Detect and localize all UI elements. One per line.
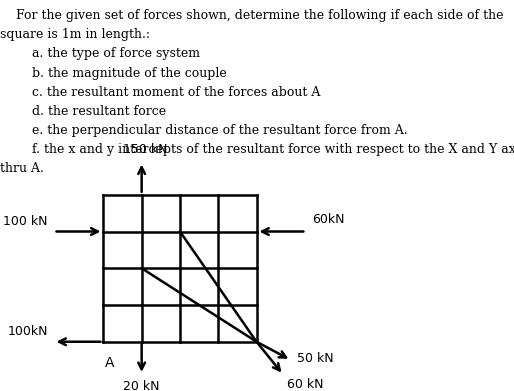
Text: thru A.: thru A. bbox=[0, 162, 44, 175]
Text: 100 kN: 100 kN bbox=[4, 215, 48, 228]
Text: For the given set of forces shown, determine the following if each side of the: For the given set of forces shown, deter… bbox=[0, 9, 504, 22]
Text: 60 kN: 60 kN bbox=[287, 378, 324, 391]
Text: a. the type of force system: a. the type of force system bbox=[0, 47, 200, 60]
Text: d. the resultant force: d. the resultant force bbox=[0, 105, 166, 118]
Text: 60kN: 60kN bbox=[312, 213, 344, 226]
Text: square is 1m in length.:: square is 1m in length.: bbox=[0, 28, 150, 41]
Text: 150 kN: 150 kN bbox=[123, 143, 168, 156]
Text: b. the magnitude of the couple: b. the magnitude of the couple bbox=[0, 66, 227, 79]
Text: 20 kN: 20 kN bbox=[123, 380, 160, 391]
Text: 100kN: 100kN bbox=[7, 325, 48, 338]
Text: 50 kN: 50 kN bbox=[297, 352, 334, 365]
Text: A: A bbox=[105, 357, 115, 370]
Text: c. the resultant moment of the forces about A: c. the resultant moment of the forces ab… bbox=[0, 86, 320, 99]
Text: e. the perpendicular distance of the resultant force from A.: e. the perpendicular distance of the res… bbox=[0, 124, 408, 137]
Text: f. the x and y intercepts of the resultant force with respect to the X and Y axe: f. the x and y intercepts of the resulta… bbox=[0, 143, 514, 156]
